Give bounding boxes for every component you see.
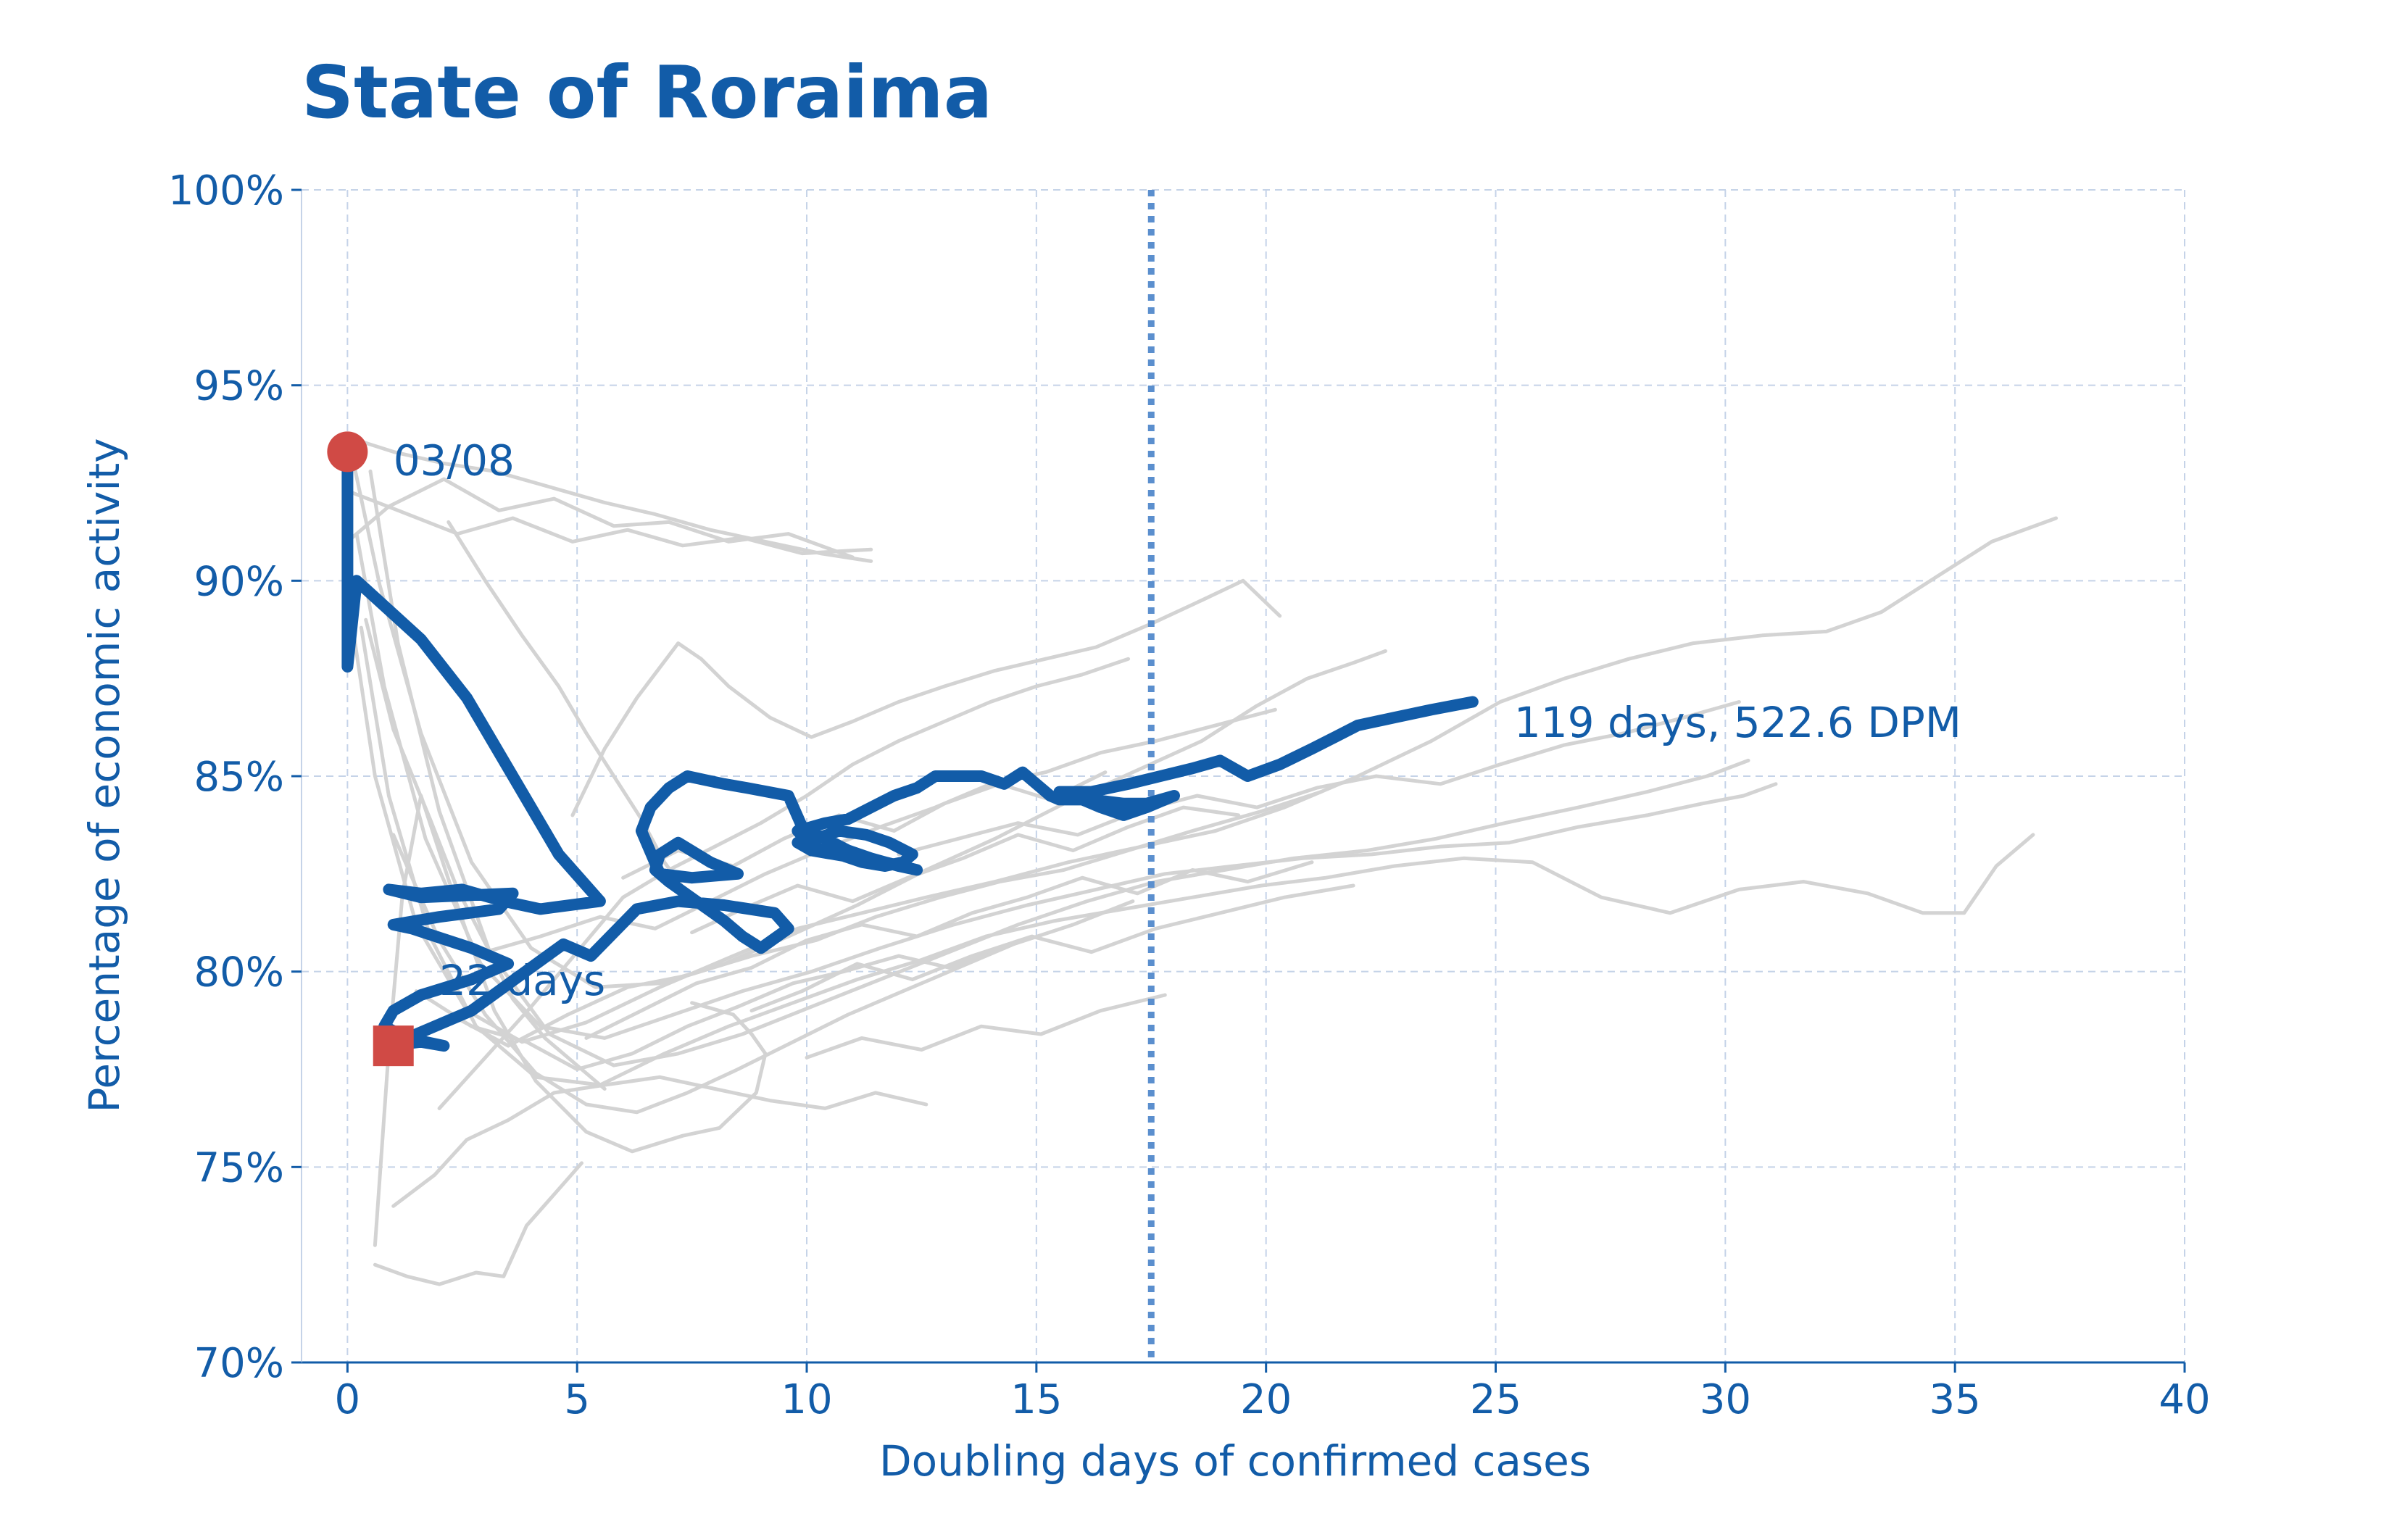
x-tick-label: 40: [2159, 1376, 2210, 1423]
background-series-line: [373, 1161, 583, 1286]
highlight-series: [327, 431, 1479, 1067]
y-tick-label: 70%: [194, 1340, 284, 1387]
background-series-line: [446, 520, 689, 896]
start-point-marker: [327, 431, 368, 473]
background-series-line: [584, 860, 1314, 1040]
x-tick-label: 10: [781, 1376, 832, 1423]
background-series-line: [570, 578, 1282, 817]
y-tick-label: 90%: [194, 558, 284, 605]
x-tick-label: 20: [1240, 1376, 1292, 1423]
y-tick-label: 95%: [194, 363, 284, 410]
background-series-line: [354, 438, 873, 563]
background-series-line: [354, 532, 1778, 1040]
x-tick-label: 25: [1470, 1376, 1521, 1423]
annotation-label: 22 days: [439, 956, 605, 1005]
background-series-line: [345, 516, 2059, 1044]
y-axis-label: Percentage of economic activity: [80, 438, 129, 1112]
background-series-line: [359, 625, 2035, 1087]
background-series-line: [345, 477, 855, 559]
highlight-series-line: [341, 446, 1479, 1052]
axes: 0 5 10 15 20 25 30 35 40 70% 75% 80% 85% 90% 95% 100%: [168, 167, 2211, 1423]
annotation-label: 119 days, 522.6 DPM: [1514, 698, 1961, 747]
end-point-marker: [373, 1025, 414, 1067]
background-series-line: [414, 946, 1006, 1071]
background-series-line: [391, 1075, 929, 1208]
grid: [302, 189, 2185, 1363]
x-tick-label: 5: [564, 1376, 590, 1423]
y-tick-label: 85%: [194, 754, 284, 801]
background-series-line: [345, 488, 873, 556]
background-series-line: [391, 833, 1135, 1115]
y-tick-label: 75%: [194, 1144, 284, 1191]
background-series-line: [455, 790, 1324, 1048]
background-series-line: [690, 805, 1241, 935]
chart-title: State of Roraima: [302, 50, 992, 135]
x-tick-label: 0: [335, 1376, 361, 1423]
background-series-line: [437, 657, 1131, 1110]
background-series-line: [805, 993, 1167, 1060]
x-tick-label: 30: [1700, 1376, 1751, 1423]
background-series-line: [897, 700, 1741, 857]
y-tick-label: 100%: [168, 167, 284, 215]
x-tick-label: 15: [1010, 1376, 1062, 1423]
annotations: 03/08 22 days 119 days, 522.6 DPM: [394, 436, 1961, 1005]
background-series-line: [749, 883, 1355, 1013]
background-series: [345, 438, 2059, 1286]
y-tick-label: 80%: [194, 949, 284, 996]
annotation-label: 03/08: [394, 436, 515, 486]
x-tick-label: 35: [1929, 1376, 1981, 1423]
background-series-line: [350, 454, 1387, 989]
background-series-line: [373, 794, 768, 1247]
x-axis-label: Doubling days of confirmed cases: [879, 1436, 1591, 1486]
